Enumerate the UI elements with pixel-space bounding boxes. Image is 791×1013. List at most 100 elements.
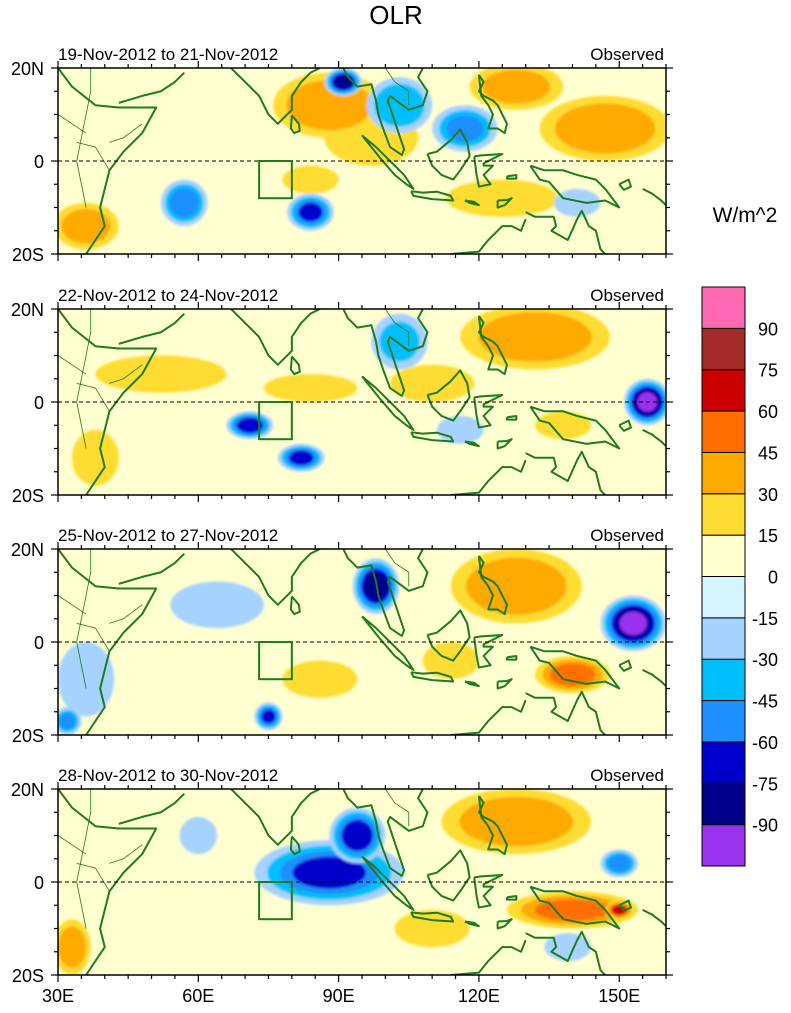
border-line (58, 835, 87, 855)
colorbar-swatch (701, 286, 746, 329)
anomaly-contour (379, 321, 420, 362)
coastline (342, 309, 429, 397)
anomaly-contour (58, 642, 115, 717)
map-panels: 19-Nov-2012 to 21-Nov-2012 Observed 20N 0 20… (11, 45, 673, 986)
anomaly-contour (394, 909, 470, 948)
anomaly-contour (236, 417, 263, 433)
coastline (529, 164, 621, 209)
coastline (230, 68, 321, 125)
colorbar-label: -15 (752, 609, 778, 629)
coastline (58, 789, 158, 975)
panel-label: Observed (590, 286, 664, 305)
coastline (477, 74, 508, 135)
map-panel-2: 22-Nov-2012 to 24-Nov-2012 Observed 20N 0 20… (11, 286, 673, 506)
colorbar-label: 0 (768, 568, 778, 588)
coastline (118, 552, 185, 585)
coastlines (58, 530, 666, 735)
anomaly-contour (612, 905, 627, 915)
anomaly-contour (446, 179, 559, 217)
y-tick-label: 0 (34, 152, 44, 172)
coastline (473, 874, 504, 909)
coastline (230, 789, 321, 846)
anomaly-contour (374, 83, 425, 127)
coastline (473, 634, 504, 669)
colorbar-label: -45 (752, 692, 778, 712)
anomaly-contour (535, 411, 592, 440)
colorbar-swatch (701, 327, 746, 371)
colorbar-swatch (701, 576, 746, 619)
olr-field (58, 530, 666, 735)
coastline (618, 419, 632, 432)
region-box (258, 881, 293, 921)
coastline (289, 595, 301, 616)
border-line (348, 530, 371, 544)
coastline (464, 920, 480, 928)
colorbar-label: 30 (758, 485, 778, 505)
anomaly-blobs (58, 549, 666, 735)
border-line (109, 844, 143, 864)
y-tick-label: 20S (12, 245, 44, 265)
colorbar-swatch (701, 534, 746, 578)
region-box (258, 160, 293, 200)
coastline (58, 68, 158, 254)
border-line (385, 309, 410, 347)
anomaly-contour (95, 355, 227, 393)
olr-field (58, 68, 666, 254)
region-box (258, 641, 293, 681)
coastline (529, 885, 621, 930)
anomaly-contour (170, 581, 264, 629)
map-ticks (51, 302, 673, 502)
colorbar-swatch (701, 658, 746, 702)
coastline (505, 894, 518, 901)
colorbar-swatch (701, 410, 746, 453)
border-line (58, 355, 87, 375)
colorbar-label: -75 (752, 774, 778, 794)
y-tick-label: 20S (12, 486, 44, 506)
olr-field (58, 789, 666, 975)
anomaly-contour (341, 820, 373, 851)
x-tick-label: 150E (598, 986, 640, 1006)
border-line (385, 789, 410, 827)
anomaly-contour (549, 663, 596, 686)
map-panel-1: 19-Nov-2012 to 21-Nov-2012 Observed 20N 0 20… (11, 45, 673, 265)
y-tick-label: 20N (11, 540, 44, 560)
y-tick-label: 0 (34, 393, 44, 413)
coastline (426, 849, 471, 902)
colorbar-swatch (701, 824, 746, 867)
panel-date-range: 28-Nov-2012 to 30-Nov-2012 (58, 766, 278, 785)
colorbar-swatch (701, 451, 746, 495)
anomaly-contour (534, 899, 611, 921)
panel-label: Observed (590, 45, 664, 64)
y-tick-label: 20S (12, 726, 44, 746)
anomaly-contour (553, 188, 601, 217)
border-line (385, 549, 410, 587)
map-panel-3: 25-Nov-2012 to 27-Nov-2012 Observed 20N 0 20… (11, 526, 673, 746)
border-line (76, 789, 92, 929)
colorbar-label: 75 (758, 361, 778, 381)
y-tick-label: 20N (11, 780, 44, 800)
coastlines (58, 789, 666, 975)
coastline (642, 909, 666, 927)
anomaly-contour (607, 854, 631, 872)
coastline (464, 680, 480, 688)
coastline (477, 555, 508, 616)
coastline (289, 835, 301, 856)
colorbar-label: -60 (752, 733, 778, 753)
border-line (58, 114, 87, 134)
colorbar-swatch (701, 369, 746, 412)
y-tick-label: 0 (34, 873, 44, 893)
coastline (496, 918, 513, 930)
anomaly-contour (169, 188, 200, 218)
colorbar-label: -90 (752, 816, 778, 836)
y-tick-label: 20N (11, 59, 44, 79)
coastline (230, 309, 321, 366)
border-line (76, 68, 92, 208)
colorbar-label: 60 (758, 402, 778, 422)
coastline (58, 309, 158, 495)
anomaly-contour (263, 374, 358, 402)
border-line (76, 623, 110, 652)
anomaly-contour (61, 208, 111, 244)
map-ticks (51, 61, 673, 261)
anomaly-contour (282, 660, 358, 698)
